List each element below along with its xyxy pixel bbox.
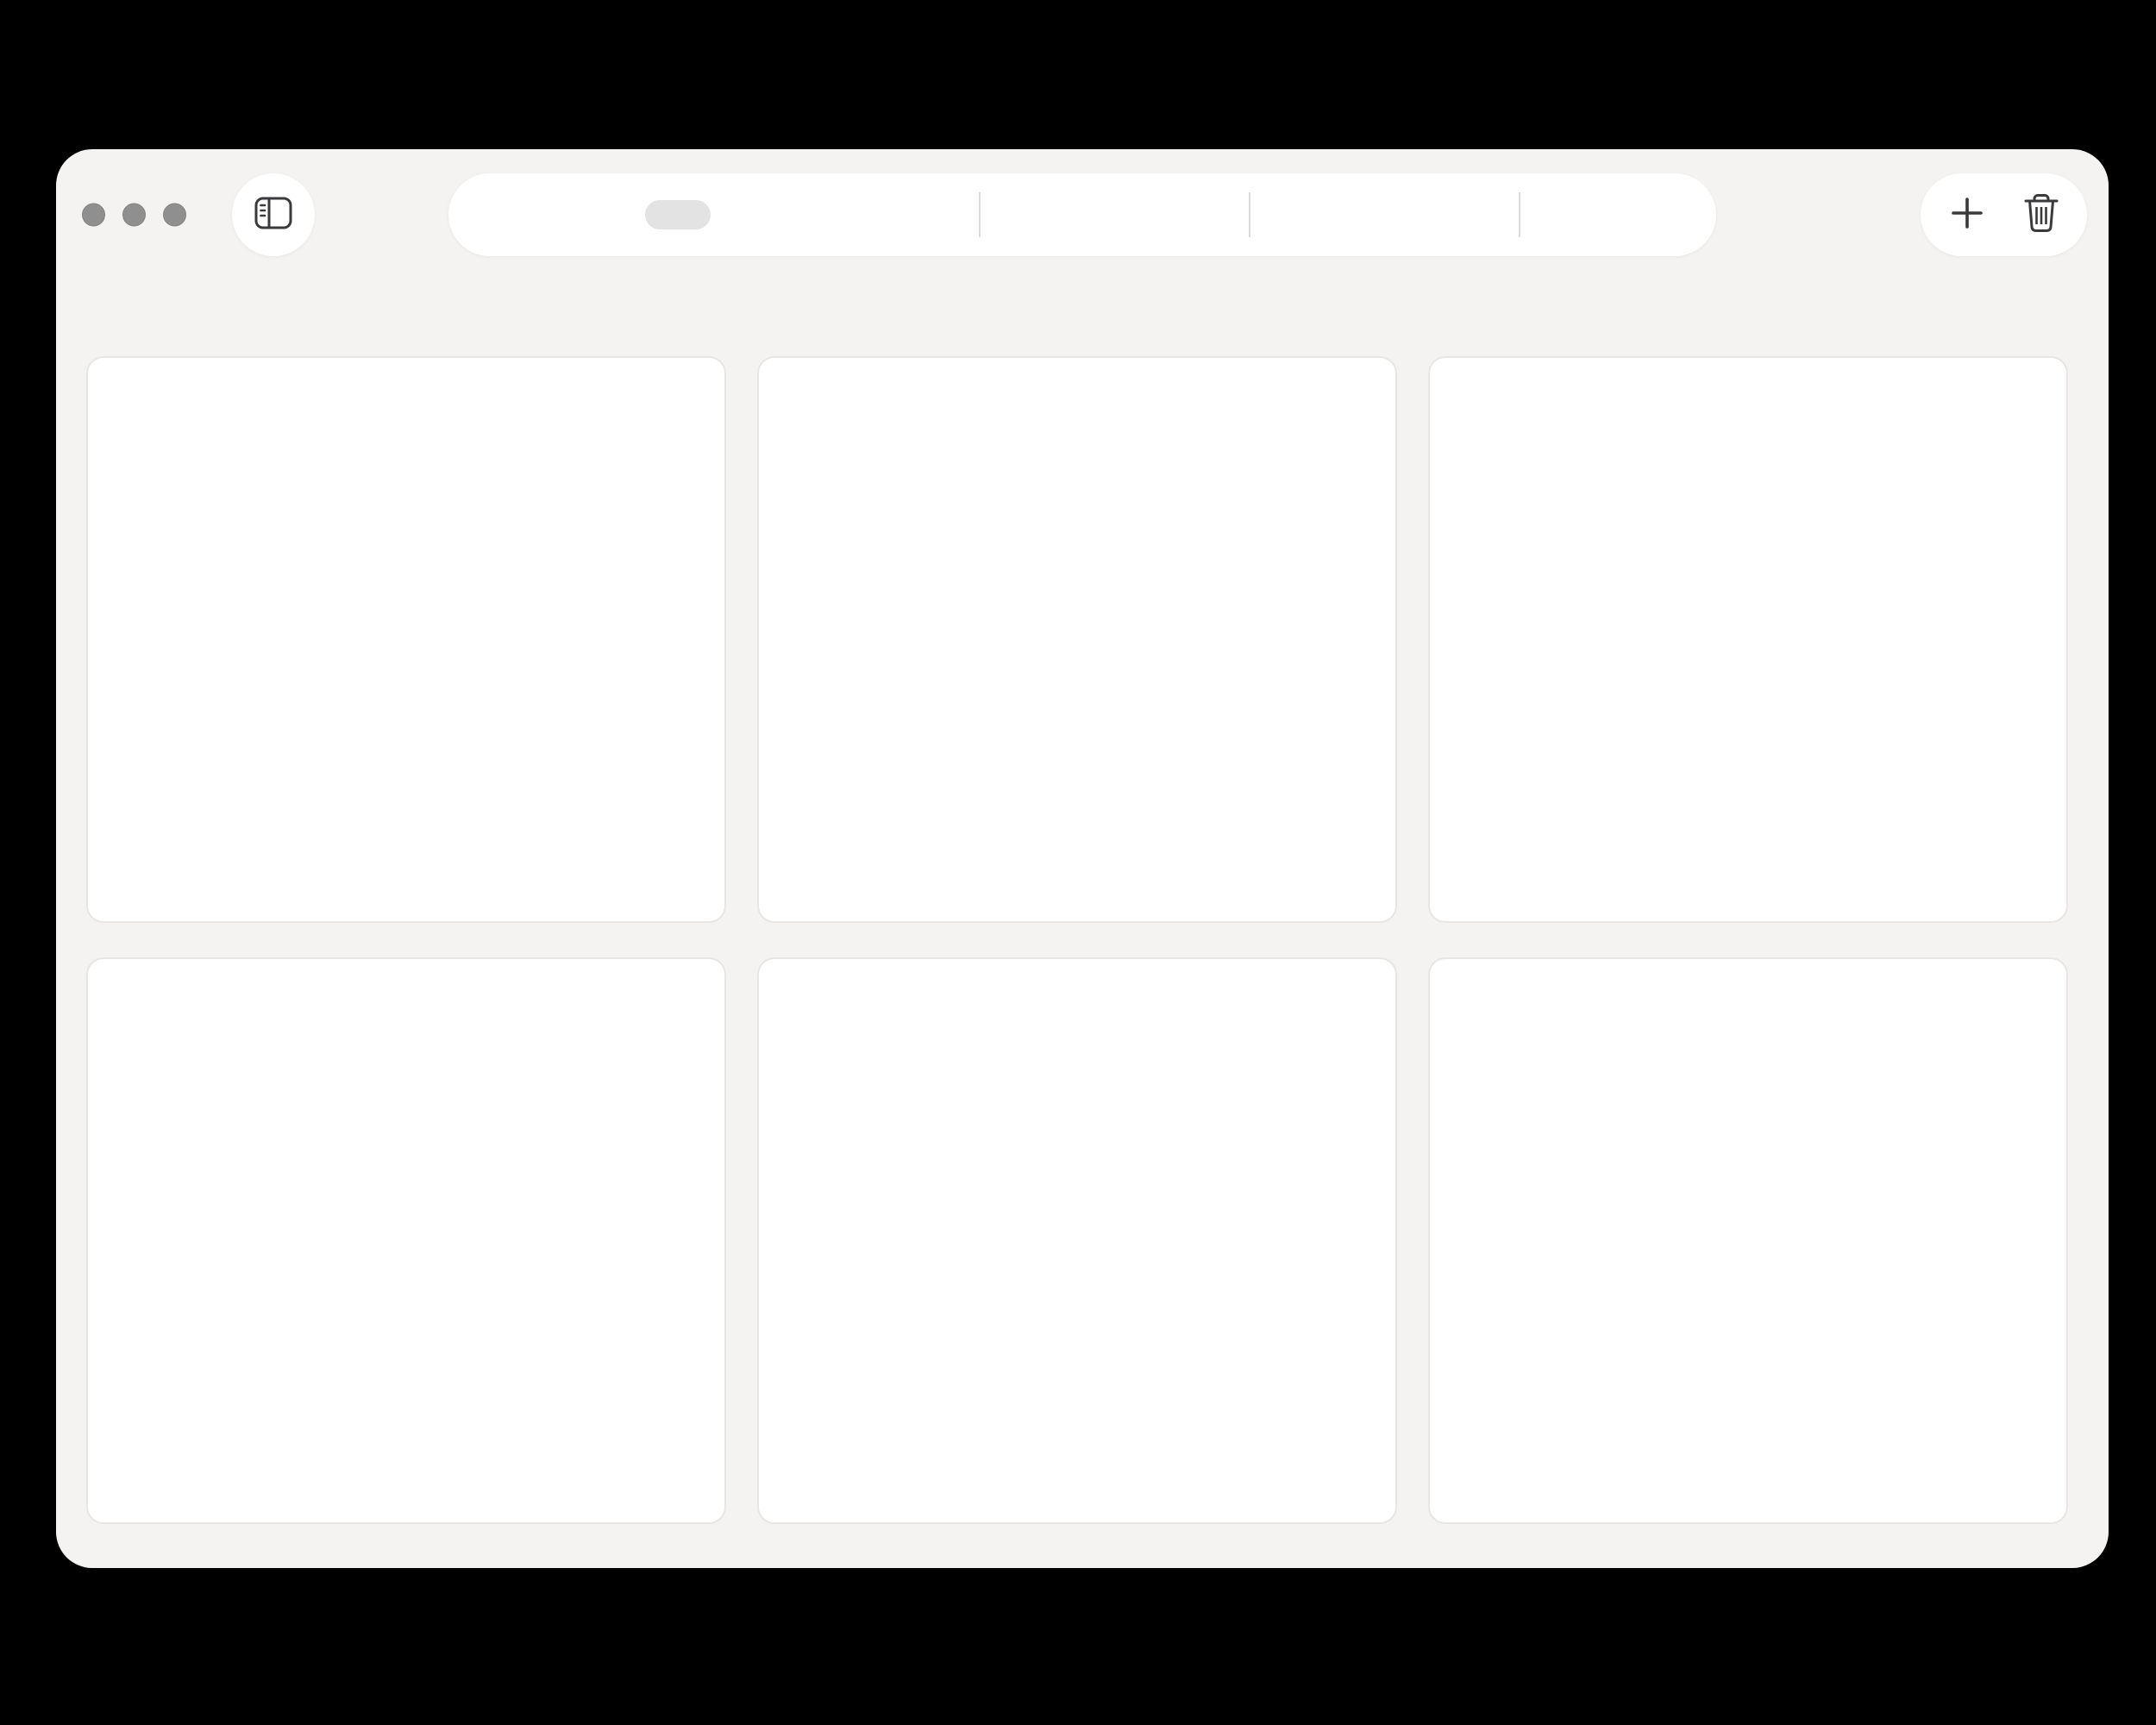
bankroll-over-time-chart xyxy=(88,358,724,921)
tab-faq[interactable] xyxy=(1637,200,1671,229)
toolbar xyxy=(56,173,2109,256)
tab-divider xyxy=(1518,192,1520,237)
card-roi-by-model xyxy=(86,957,726,1524)
profit-by-model-chart xyxy=(759,358,1395,921)
tab-bar xyxy=(448,173,1716,256)
tab-poker-log[interactable] xyxy=(493,200,528,229)
card-buy-in-distribution xyxy=(757,957,1397,1524)
toolbar-actions xyxy=(1921,173,2087,256)
minimize-window-button[interactable] xyxy=(122,203,146,227)
add-button[interactable] xyxy=(1946,194,1988,235)
card-bankroll-over-time xyxy=(86,356,726,923)
charts-grid xyxy=(86,356,2068,1524)
buy-in-distribution-chart xyxy=(759,959,1395,1522)
card-sessions-per-month xyxy=(1428,957,2068,1524)
tab-visualizer[interactable] xyxy=(827,200,862,229)
delete-button[interactable] xyxy=(2021,192,2062,238)
traffic-lights xyxy=(82,203,186,227)
sessions-per-month-chart xyxy=(1430,959,2066,1522)
sidebar-icon xyxy=(254,195,293,235)
trash-icon xyxy=(2022,192,2060,238)
zoom-window-button[interactable] xyxy=(163,203,186,227)
plus-icon xyxy=(1949,195,1985,235)
roi-by-model-chart xyxy=(88,959,724,1522)
app-window xyxy=(56,149,2109,1568)
card-win-rate-by-month xyxy=(1428,356,2068,923)
win-rate-by-month-chart xyxy=(1430,358,2066,921)
tab-tracker[interactable] xyxy=(644,200,711,229)
sidebar-toggle-button[interactable] xyxy=(232,173,315,256)
tab-divider xyxy=(978,192,981,237)
tab-combiner[interactable] xyxy=(1367,200,1401,229)
tab-converter[interactable] xyxy=(1097,200,1131,229)
tab-divider xyxy=(1248,192,1250,237)
card-profit-by-model xyxy=(757,356,1397,923)
close-window-button[interactable] xyxy=(82,203,105,227)
